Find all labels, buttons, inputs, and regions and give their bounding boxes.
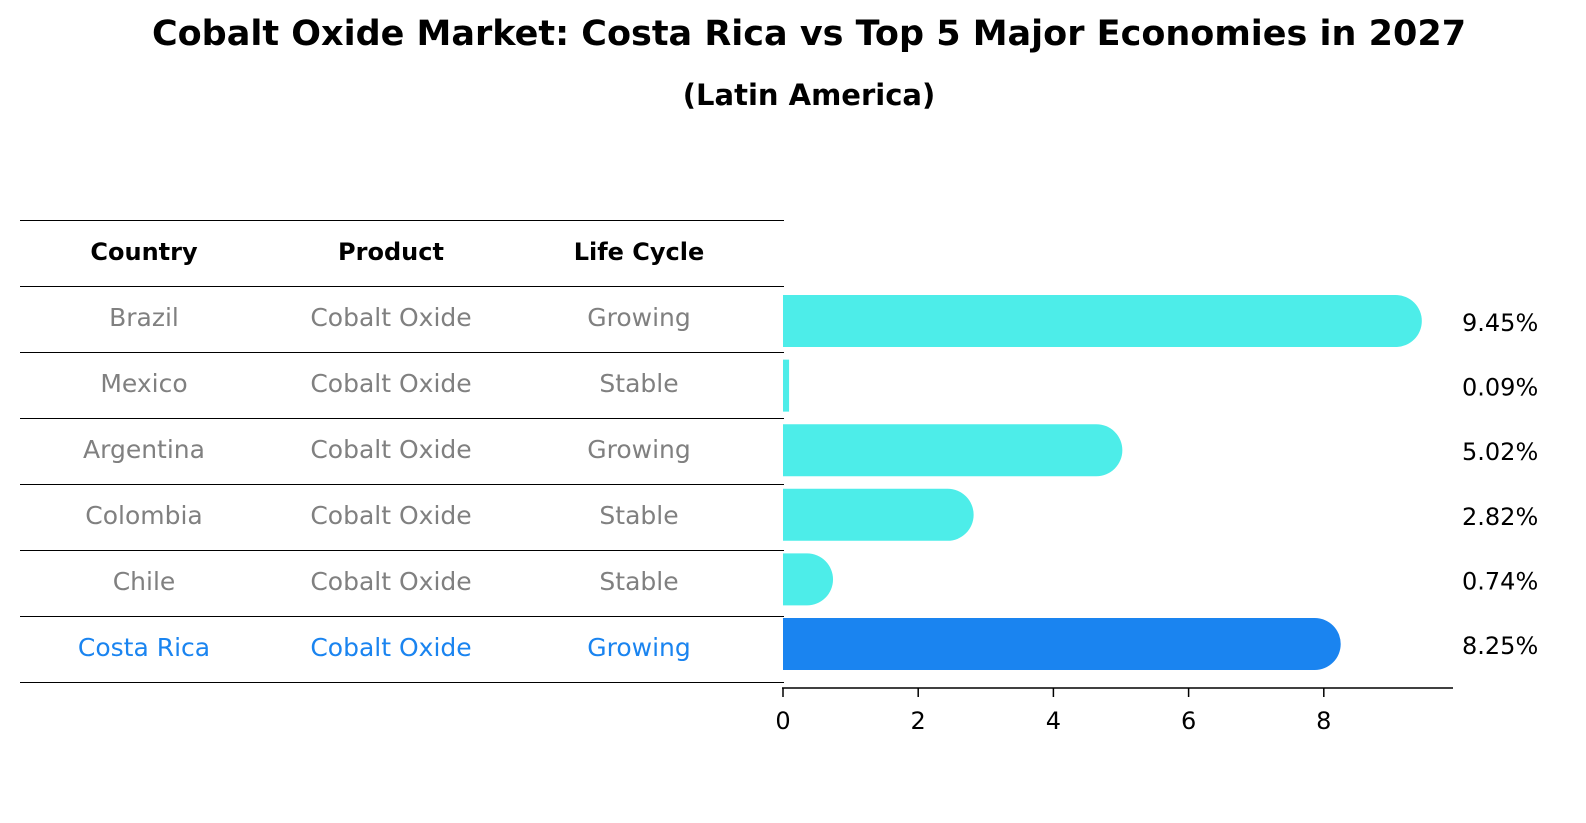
table-cell-country: Mexico [100,369,188,398]
header-product: Product [338,238,444,266]
header-life-cycle: Life Cycle [573,238,705,266]
table-cell-country: Argentina [83,435,205,464]
bar-argentina [783,424,1123,477]
x-tick-label: 8 [1316,707,1331,735]
table-cell-life-cycle: Stable [599,369,679,398]
bar-brazil [783,295,1422,347]
x-tick-label: 4 [1046,707,1061,735]
bar-costa-rica [783,618,1341,670]
bar-colombia [783,488,974,541]
table-cell-life-cycle: Growing [587,633,691,662]
table-cell-product: Cobalt Oxide [310,633,472,662]
table-cell-country: Chile [112,567,176,596]
value-label: 8.25% [1462,632,1538,660]
header-country: Country [90,238,198,266]
table-row-rule [20,484,784,485]
table-top-rule [20,220,784,221]
bar-chile [783,553,834,606]
value-label: 0.09% [1462,374,1538,402]
table-row-rule [20,616,784,617]
header-rule [20,286,784,287]
chart-title: Cobalt Oxide Market: Costa Rica vs Top 5… [151,14,1467,54]
table-row-rule [20,550,784,551]
table-cell-life-cycle: Growing [587,303,691,332]
table-cell-life-cycle: Stable [599,501,679,530]
table-cell-life-cycle: Stable [599,567,679,596]
table-cell-product: Cobalt Oxide [310,435,472,464]
table-row-rule [20,352,784,353]
chart-subtitle: (Latin America) [682,78,936,112]
value-label: 9.45% [1462,309,1538,337]
x-tick-label: 0 [775,707,790,735]
table-cell-product: Cobalt Oxide [310,369,472,398]
table-cell-life-cycle: Growing [587,435,691,464]
value-label: 5.02% [1462,438,1538,466]
x-tick-label: 2 [911,707,926,735]
x-tick-label: 6 [1181,707,1196,735]
value-label: 0.74% [1462,567,1538,595]
value-label: 2.82% [1462,503,1538,531]
table-cell-country: Brazil [109,303,179,332]
table-row-rule [20,418,784,419]
table-cell-country: Costa Rica [77,633,211,662]
table-row-rule [20,682,784,683]
bar-mexico [783,359,790,412]
table-cell-country: Colombia [85,501,203,530]
table-cell-product: Cobalt Oxide [310,567,472,596]
table-cell-product: Cobalt Oxide [310,501,472,530]
table-cell-product: Cobalt Oxide [310,303,472,332]
